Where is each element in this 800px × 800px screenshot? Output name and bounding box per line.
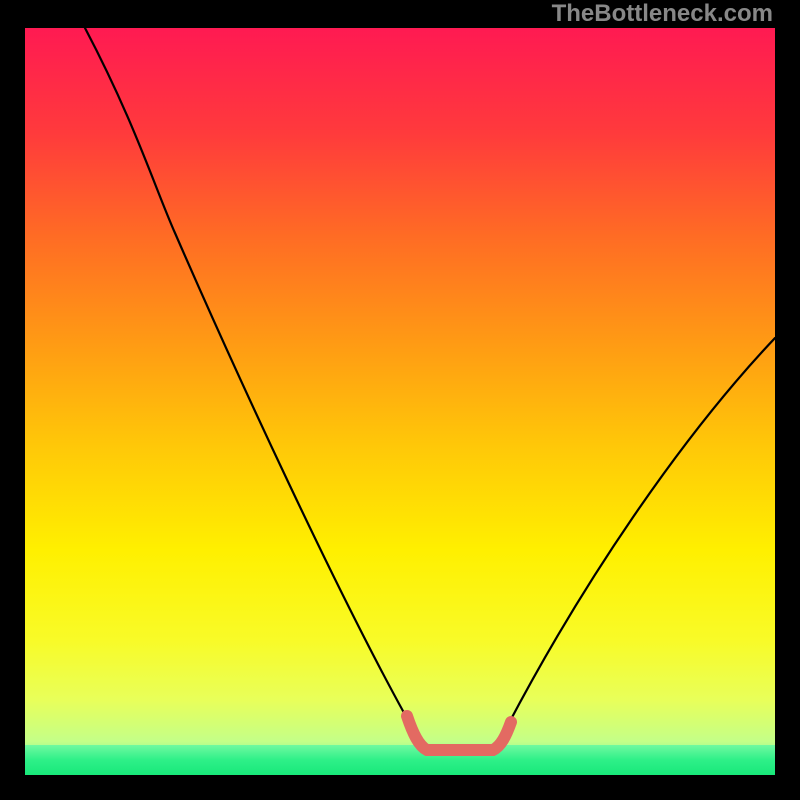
valley-highlight-path xyxy=(407,716,511,750)
watermark-text: TheBottleneck.com xyxy=(552,0,773,28)
chart-stage: TheBottleneck.com xyxy=(0,0,800,800)
valley-highlight xyxy=(25,28,775,775)
plot-area xyxy=(25,28,775,775)
